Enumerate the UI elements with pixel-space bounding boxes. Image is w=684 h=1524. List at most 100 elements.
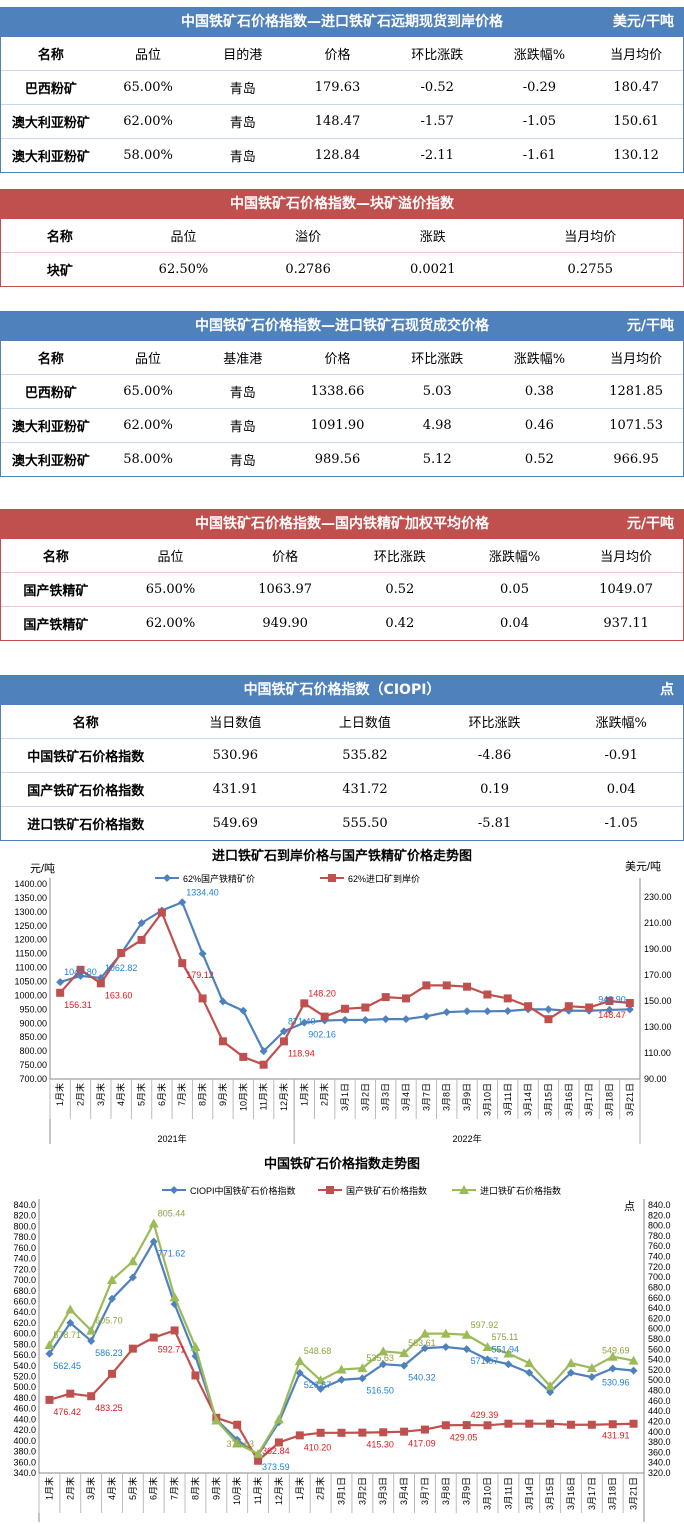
series-line [48, 1220, 634, 1456]
y2-tick-label: 720.0 [648, 1262, 671, 1272]
x-tick-label: 1月末 [294, 1477, 305, 1500]
x-tick-label: 3月1日 [340, 1083, 350, 1111]
data-point-square [566, 1420, 575, 1429]
x-tick-label: 5月末 [136, 1083, 147, 1106]
data-point-square [544, 1015, 553, 1024]
x-tick-label: 12月末 [273, 1477, 284, 1505]
table-cell: 1281.85 [609, 384, 663, 399]
y-tick-label: 780.0 [13, 1232, 36, 1242]
data-label: 516.50 [366, 1385, 394, 1395]
data-point-square [87, 1392, 96, 1401]
y-tick-label: 420.0 [13, 1425, 36, 1435]
y-tick-label: 440.0 [13, 1414, 36, 1424]
table-cell: -1.57 [420, 114, 454, 129]
price-table: 中国铁矿石价格指数—进口铁矿石现货成交价格 元/干吨名称 品位 基准港 价格 环比涨跌 涨跌… [0, 311, 684, 477]
data-point-square [525, 1419, 534, 1428]
data-label: 415.30 [366, 1440, 394, 1450]
data-point-square [117, 948, 126, 957]
data-point-square [320, 1012, 329, 1021]
table-title: 中国铁矿石价格指数—进口铁矿石现货成交价格 [195, 318, 489, 334]
data-point-square [259, 1060, 268, 1069]
table-title-bar: 中国铁矿石价格指数—块矿溢价指数 [0, 189, 684, 219]
table-body: 名称 品位 价格 环比涨跌 涨跌幅% 当月均价 国产铁精矿 65.00% 1063.97 0.52… [0, 539, 684, 641]
table-cell: -1.05 [604, 816, 638, 831]
y-tick-label: 620.0 [13, 1318, 36, 1328]
y2-tick-label: 840.0 [648, 1200, 671, 1210]
y-tick-label: 1350.00 [14, 893, 47, 903]
data-point-diamond [87, 1337, 96, 1346]
data-label: 148.47 [598, 1010, 626, 1020]
table-cell: 0.04 [606, 782, 636, 797]
data-label: 575.11 [492, 1332, 519, 1342]
table-cell: -0.91 [604, 748, 638, 763]
x-group-label: 2021年 [158, 1133, 187, 1144]
x-tick-label: 3月21日 [625, 1083, 635, 1116]
data-label: 1062.82 [105, 963, 138, 973]
x-tick-label: 3月9日 [462, 1477, 472, 1505]
data-point-square [379, 1428, 388, 1437]
table-body: 名称 当日数值 上日数值 环比涨跌 涨跌幅% 中国铁矿石价格指数 530.96 535.82 -… [0, 705, 684, 841]
data-point-square [441, 1421, 450, 1430]
table-cell: 0.52 [524, 452, 554, 467]
y-tick-label: 800.0 [13, 1221, 36, 1231]
data-point-triangle [399, 1348, 410, 1358]
y2-tick-label: 130.00 [644, 1022, 672, 1032]
x-tick-label: 6月末 [148, 1477, 159, 1500]
data-point-triangle [482, 1341, 493, 1351]
data-label: 179.12 [186, 970, 214, 980]
table-cell: 澳大利亚粉矿 [11, 150, 90, 165]
data-label: 571.07 [471, 1356, 499, 1366]
series-line [59, 910, 630, 1067]
column-header: 涨跌幅% [488, 550, 541, 565]
y-tick-label: 720.0 [13, 1264, 36, 1274]
data-point-square [218, 1037, 227, 1046]
data-label: 483.25 [95, 1403, 123, 1413]
data-label: 156.31 [64, 1000, 92, 1010]
table-cell: 块矿 [46, 264, 73, 279]
y2-tick-label: 820.0 [648, 1210, 671, 1220]
column-header: 名称 [72, 716, 99, 731]
data-label: 540.32 [408, 1373, 436, 1383]
x-tick-label: 3月8日 [442, 1083, 452, 1111]
table-cell: 62.00% [123, 418, 173, 433]
x-tick-label: 4月末 [106, 1477, 117, 1500]
table-cell: -2.11 [420, 148, 454, 163]
x-tick-label: 3月14日 [524, 1477, 534, 1510]
data-label: 1047.80 [64, 967, 97, 977]
data-label: 118.94 [288, 1048, 315, 1058]
column-header: 溢价 [295, 230, 322, 245]
data-point-diamond [170, 1186, 178, 1194]
table-cell: 青岛 [229, 420, 256, 435]
column-header: 目的港 [223, 48, 263, 63]
y-tick-label: 540.0 [13, 1361, 36, 1371]
table-cell: 国产铁精矿 [23, 618, 89, 633]
column-header: 价格 [324, 48, 351, 63]
y-tick-label: 480.0 [13, 1393, 36, 1403]
table-cell: 65.00% [123, 80, 173, 95]
data-point-triangle [232, 1438, 243, 1448]
table-cell: -5.81 [477, 816, 512, 831]
table-unit: 元/干吨 [626, 318, 674, 334]
column-header: 品位 [135, 352, 162, 367]
data-point-square [326, 1186, 334, 1194]
data-point-square [402, 994, 411, 1003]
x-tick-label: 3月2日 [357, 1477, 367, 1505]
y-tick-label: 660.0 [13, 1296, 36, 1306]
x-tick-label: 3月7日 [421, 1083, 431, 1111]
y-tick-label: 740.0 [13, 1254, 36, 1264]
table-header-row: 名称 品位 基准港 价格 环比涨跌 涨跌幅% 当月均价 [1, 341, 683, 374]
data-point-diamond [341, 1015, 349, 1024]
data-point-square [96, 979, 105, 988]
y-tick-label: 400.0 [13, 1436, 36, 1446]
data-point-diamond [259, 1047, 268, 1056]
legend-label: CIOPI中国铁矿石价格指数 [190, 1185, 296, 1196]
table-unit: 点 [660, 682, 674, 698]
table-cell: 58.00% [123, 148, 173, 163]
column-header: 涨跌幅% [513, 48, 566, 63]
x-tick-label: 2月末 [64, 1477, 75, 1500]
x-tick-label: 8月末 [197, 1083, 208, 1106]
data-point-square [442, 981, 451, 990]
x-tick-label: 3月3日 [381, 1083, 391, 1111]
data-point-diamond [608, 1364, 617, 1373]
y-tick-label: 850.00 [19, 1032, 47, 1042]
